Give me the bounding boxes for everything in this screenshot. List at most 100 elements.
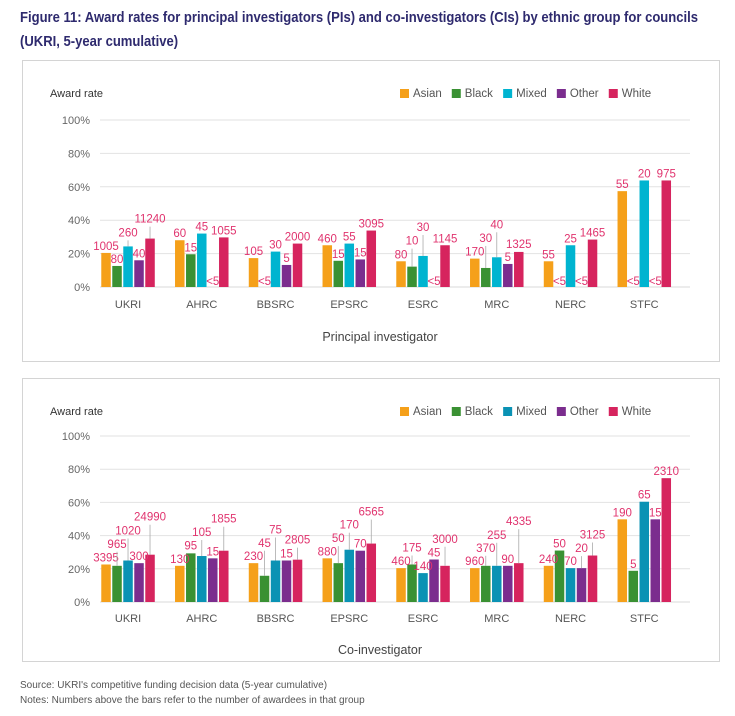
data-label: 15 [280,549,293,561]
data-label: 230 [244,551,263,563]
y-tick-label: 40% [68,215,90,227]
category-label: NERC [555,613,586,625]
legend-swatch-black [451,407,461,416]
bar-black [407,266,417,287]
y-tick-label: 40% [68,531,90,543]
bar-other [281,264,292,287]
source-note: Source: UKRI's competitive funding decis… [20,680,328,691]
bar-other [503,565,513,602]
bar-mixed [492,565,502,602]
data-label: 130 [170,554,189,566]
legend-swatch-other [556,89,566,98]
bar-black [112,265,122,287]
legend-swatch-asian [400,89,409,98]
bar-white [587,239,598,287]
legend-swatch-mixed [503,89,513,98]
data-label: 1325 [506,239,532,251]
data-label: 15 [354,247,367,259]
legend-label-asian: Asian [413,88,442,100]
data-label: 90 [501,554,514,566]
data-label: 1005 [93,241,119,253]
data-label: 45 [428,548,441,560]
bar-white [366,543,377,602]
bar-mixed [197,233,207,287]
category-label: ESRC [408,613,439,625]
y-tick-label: 80% [68,464,90,476]
legend-swatch-black [451,89,461,98]
bar-other [355,259,366,287]
bar-other [208,558,218,602]
category-label: EPSRC [330,613,368,625]
data-label: 25 [564,233,577,245]
bar-mixed [492,257,502,287]
bar-asian [248,258,259,287]
bar-white [219,550,229,602]
bar-mixed [418,255,428,287]
bar-white [366,230,377,287]
bar-asian [322,245,333,287]
bar-mixed [565,568,576,602]
bar-black [259,575,270,602]
bar-black [333,563,344,602]
data-label: <5 [553,276,566,288]
bar-mixed [639,180,650,287]
y-tick-label: 80% [68,148,90,160]
data-label: 95 [184,540,197,552]
bar-asian [470,258,480,287]
data-label: 190 [613,507,632,519]
data-label: 20 [638,168,651,180]
bar-white [292,559,303,602]
bar-mixed [197,556,207,602]
data-label: 80 [395,249,408,261]
data-label: 460 [391,556,410,568]
data-label: 4335 [506,516,532,528]
bar-mixed [123,246,133,287]
data-label: 80 [111,254,124,266]
data-label: 1855 [211,514,237,526]
bar-black [628,570,639,602]
data-label: <5 [258,276,271,288]
category-label: MRC [484,299,509,311]
legend-label-mixed: Mixed [516,88,547,100]
data-label: 3000 [432,534,458,546]
bar-other [503,263,513,287]
bar-asian [396,261,406,287]
bar-white [514,563,524,602]
bar-asian [396,568,406,602]
bar-white [440,565,450,602]
data-label: 5 [283,253,289,265]
data-label: <5 [649,276,662,288]
data-label: 175 [402,542,421,554]
bar-asian [543,565,554,602]
y-tick-label: 100% [62,115,90,127]
data-label: 70 [564,556,577,568]
data-label: 105 [244,246,263,258]
data-label: 6565 [358,507,384,519]
bar-other [429,559,439,602]
data-label: 300 [129,551,148,563]
category-label: BBSRC [257,299,295,311]
y-tick-label: 0% [74,282,90,294]
data-label: 70 [354,539,367,551]
bar-mixed [123,560,133,602]
legend-swatch-asian [400,407,409,416]
data-label: 65 [638,490,651,502]
y-tick-label: 20% [68,249,90,261]
bar-white [292,243,303,287]
y-tick-label: 60% [68,182,90,194]
data-label: 1465 [580,228,606,240]
data-label: <5 [575,276,588,288]
bar-mixed [344,549,355,602]
bar-mixed [270,251,281,287]
data-label: 260 [118,227,137,239]
bar-asian [470,568,480,602]
data-label: 240 [539,554,558,566]
chart-title: Principal investigator [322,330,437,344]
ci-chart-panel [22,378,720,662]
legend-label-black: Black [465,406,493,418]
bar-other [576,568,587,602]
data-label: 40 [133,248,146,260]
legend-label-other: Other [570,406,599,418]
data-label: 30 [417,222,430,234]
data-label: <5 [427,276,440,288]
